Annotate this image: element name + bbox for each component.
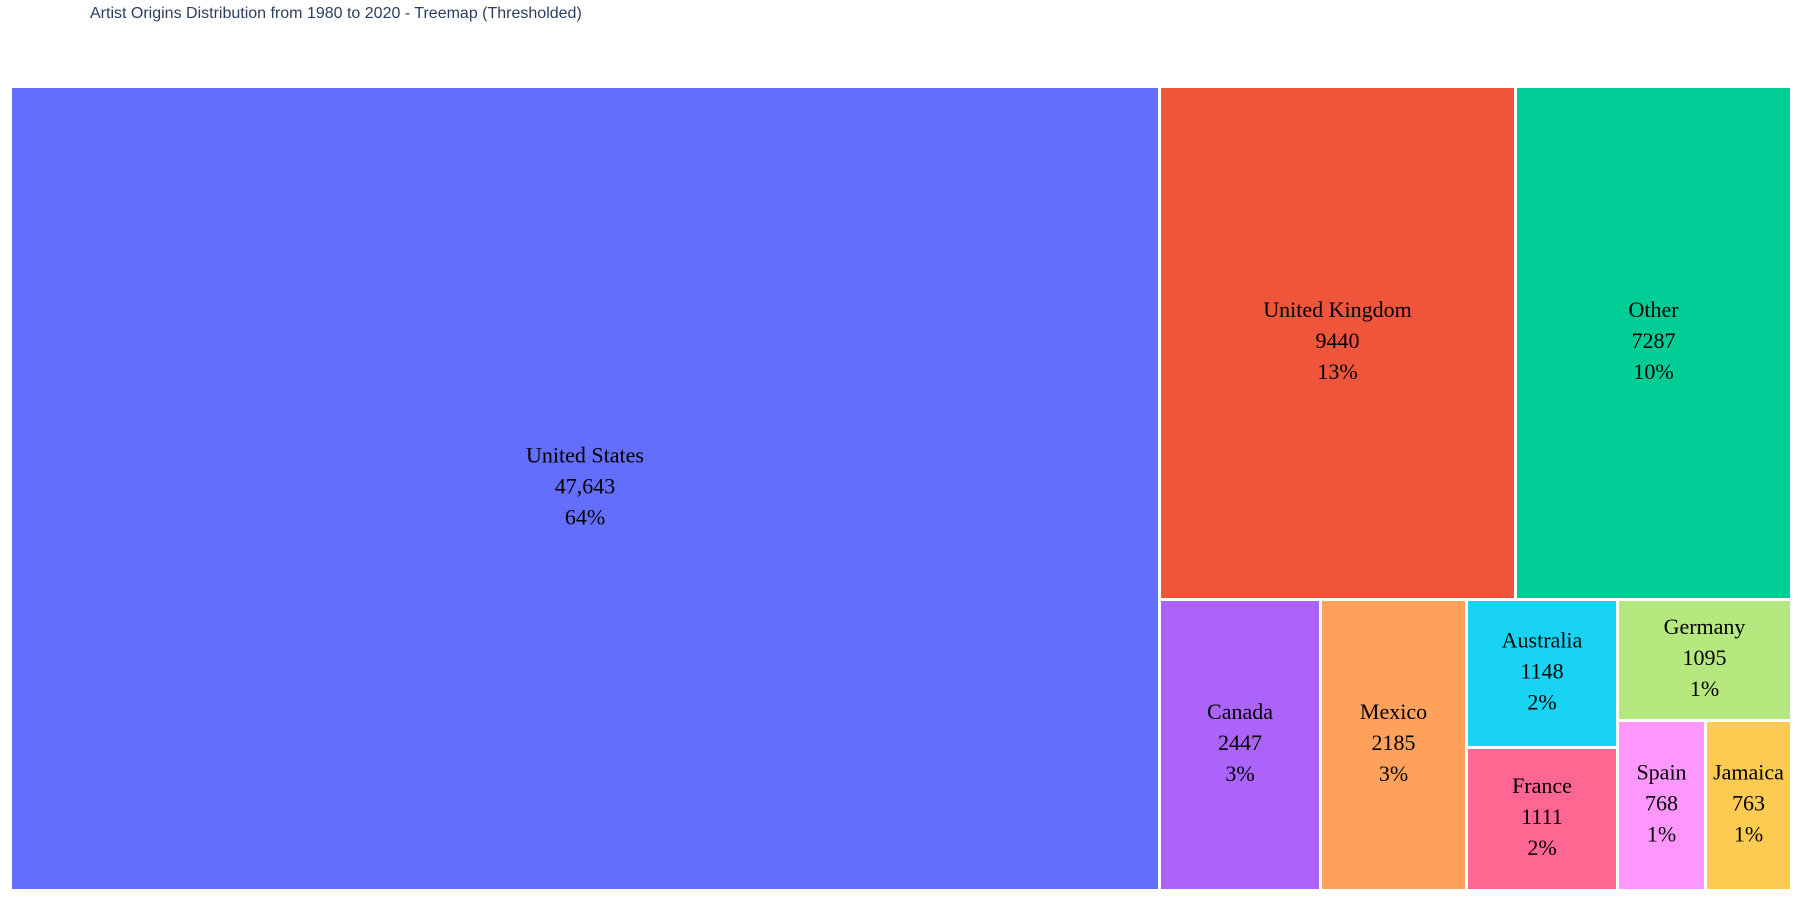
tile-united-states[interactable]: United States 47,643 64% <box>12 88 1158 889</box>
tile-value-germany: 1095 <box>1683 645 1727 670</box>
tile-percent-canada: 3% <box>1225 761 1254 786</box>
tile-label-mexico: Mexico <box>1360 699 1427 724</box>
tile-label-other: Other <box>1628 297 1679 322</box>
tile-rect-jamaica[interactable] <box>1707 722 1790 889</box>
tile-percent-spain: 1% <box>1647 822 1676 847</box>
tile-rect-mexico[interactable] <box>1322 601 1465 889</box>
tile-other[interactable]: Other 7287 10% <box>1517 88 1790 598</box>
tile-label-australia: Australia <box>1502 628 1583 653</box>
tile-australia[interactable]: Australia 1148 2% <box>1468 601 1616 746</box>
tile-united-kingdom[interactable]: United Kingdom 9440 13% <box>1161 88 1514 598</box>
tile-mexico[interactable]: Mexico 2185 3% <box>1322 601 1465 889</box>
tile-label-jamaica: Jamaica <box>1713 760 1784 785</box>
tile-value-united-states: 47,643 <box>555 474 616 499</box>
chart-title: Artist Origins Distribution from 1980 to… <box>90 5 582 22</box>
tile-rect-australia[interactable] <box>1468 601 1616 746</box>
tile-percent-france: 2% <box>1527 835 1556 860</box>
tile-france[interactable]: France 1111 2% <box>1468 749 1616 889</box>
tile-jamaica[interactable]: Jamaica 763 1% <box>1707 722 1790 889</box>
tile-percent-australia: 2% <box>1527 690 1556 715</box>
tile-germany[interactable]: Germany 1095 1% <box>1619 601 1790 719</box>
tile-value-mexico: 2185 <box>1372 730 1416 755</box>
tile-label-france: France <box>1512 773 1572 798</box>
tile-value-spain: 768 <box>1645 791 1678 816</box>
tile-spain[interactable]: Spain 768 1% <box>1619 722 1704 889</box>
tile-percent-jamaica: 1% <box>1734 822 1763 847</box>
tile-percent-germany: 1% <box>1690 676 1719 701</box>
tile-rect-other[interactable] <box>1517 88 1790 598</box>
tile-value-other: 7287 <box>1632 328 1676 353</box>
tile-rect-spain[interactable] <box>1619 722 1704 889</box>
tile-label-united-states: United States <box>526 443 644 468</box>
tile-percent-other: 10% <box>1633 359 1673 384</box>
tile-label-germany: Germany <box>1664 614 1746 639</box>
tile-percent-united-states: 64% <box>565 505 605 530</box>
tile-canada[interactable]: Canada 2447 3% <box>1161 601 1319 889</box>
tile-label-united-kingdom: United Kingdom <box>1263 297 1412 322</box>
tile-value-canada: 2447 <box>1218 730 1262 755</box>
tile-rect-canada[interactable] <box>1161 601 1319 889</box>
tile-value-jamaica: 763 <box>1732 791 1765 816</box>
tile-percent-mexico: 3% <box>1379 761 1408 786</box>
tile-rect-france[interactable] <box>1468 749 1616 889</box>
tile-percent-united-kingdom: 13% <box>1317 359 1357 384</box>
tile-label-canada: Canada <box>1207 699 1273 724</box>
tile-value-australia: 1148 <box>1520 659 1563 684</box>
tile-value-united-kingdom: 9440 <box>1316 328 1360 353</box>
tile-rect-germany[interactable] <box>1619 601 1790 719</box>
tile-rect-united-states[interactable] <box>12 88 1158 889</box>
tile-rect-united-kingdom[interactable] <box>1161 88 1514 598</box>
tile-label-spain: Spain <box>1636 760 1686 785</box>
tile-value-france: 1111 <box>1521 804 1563 829</box>
